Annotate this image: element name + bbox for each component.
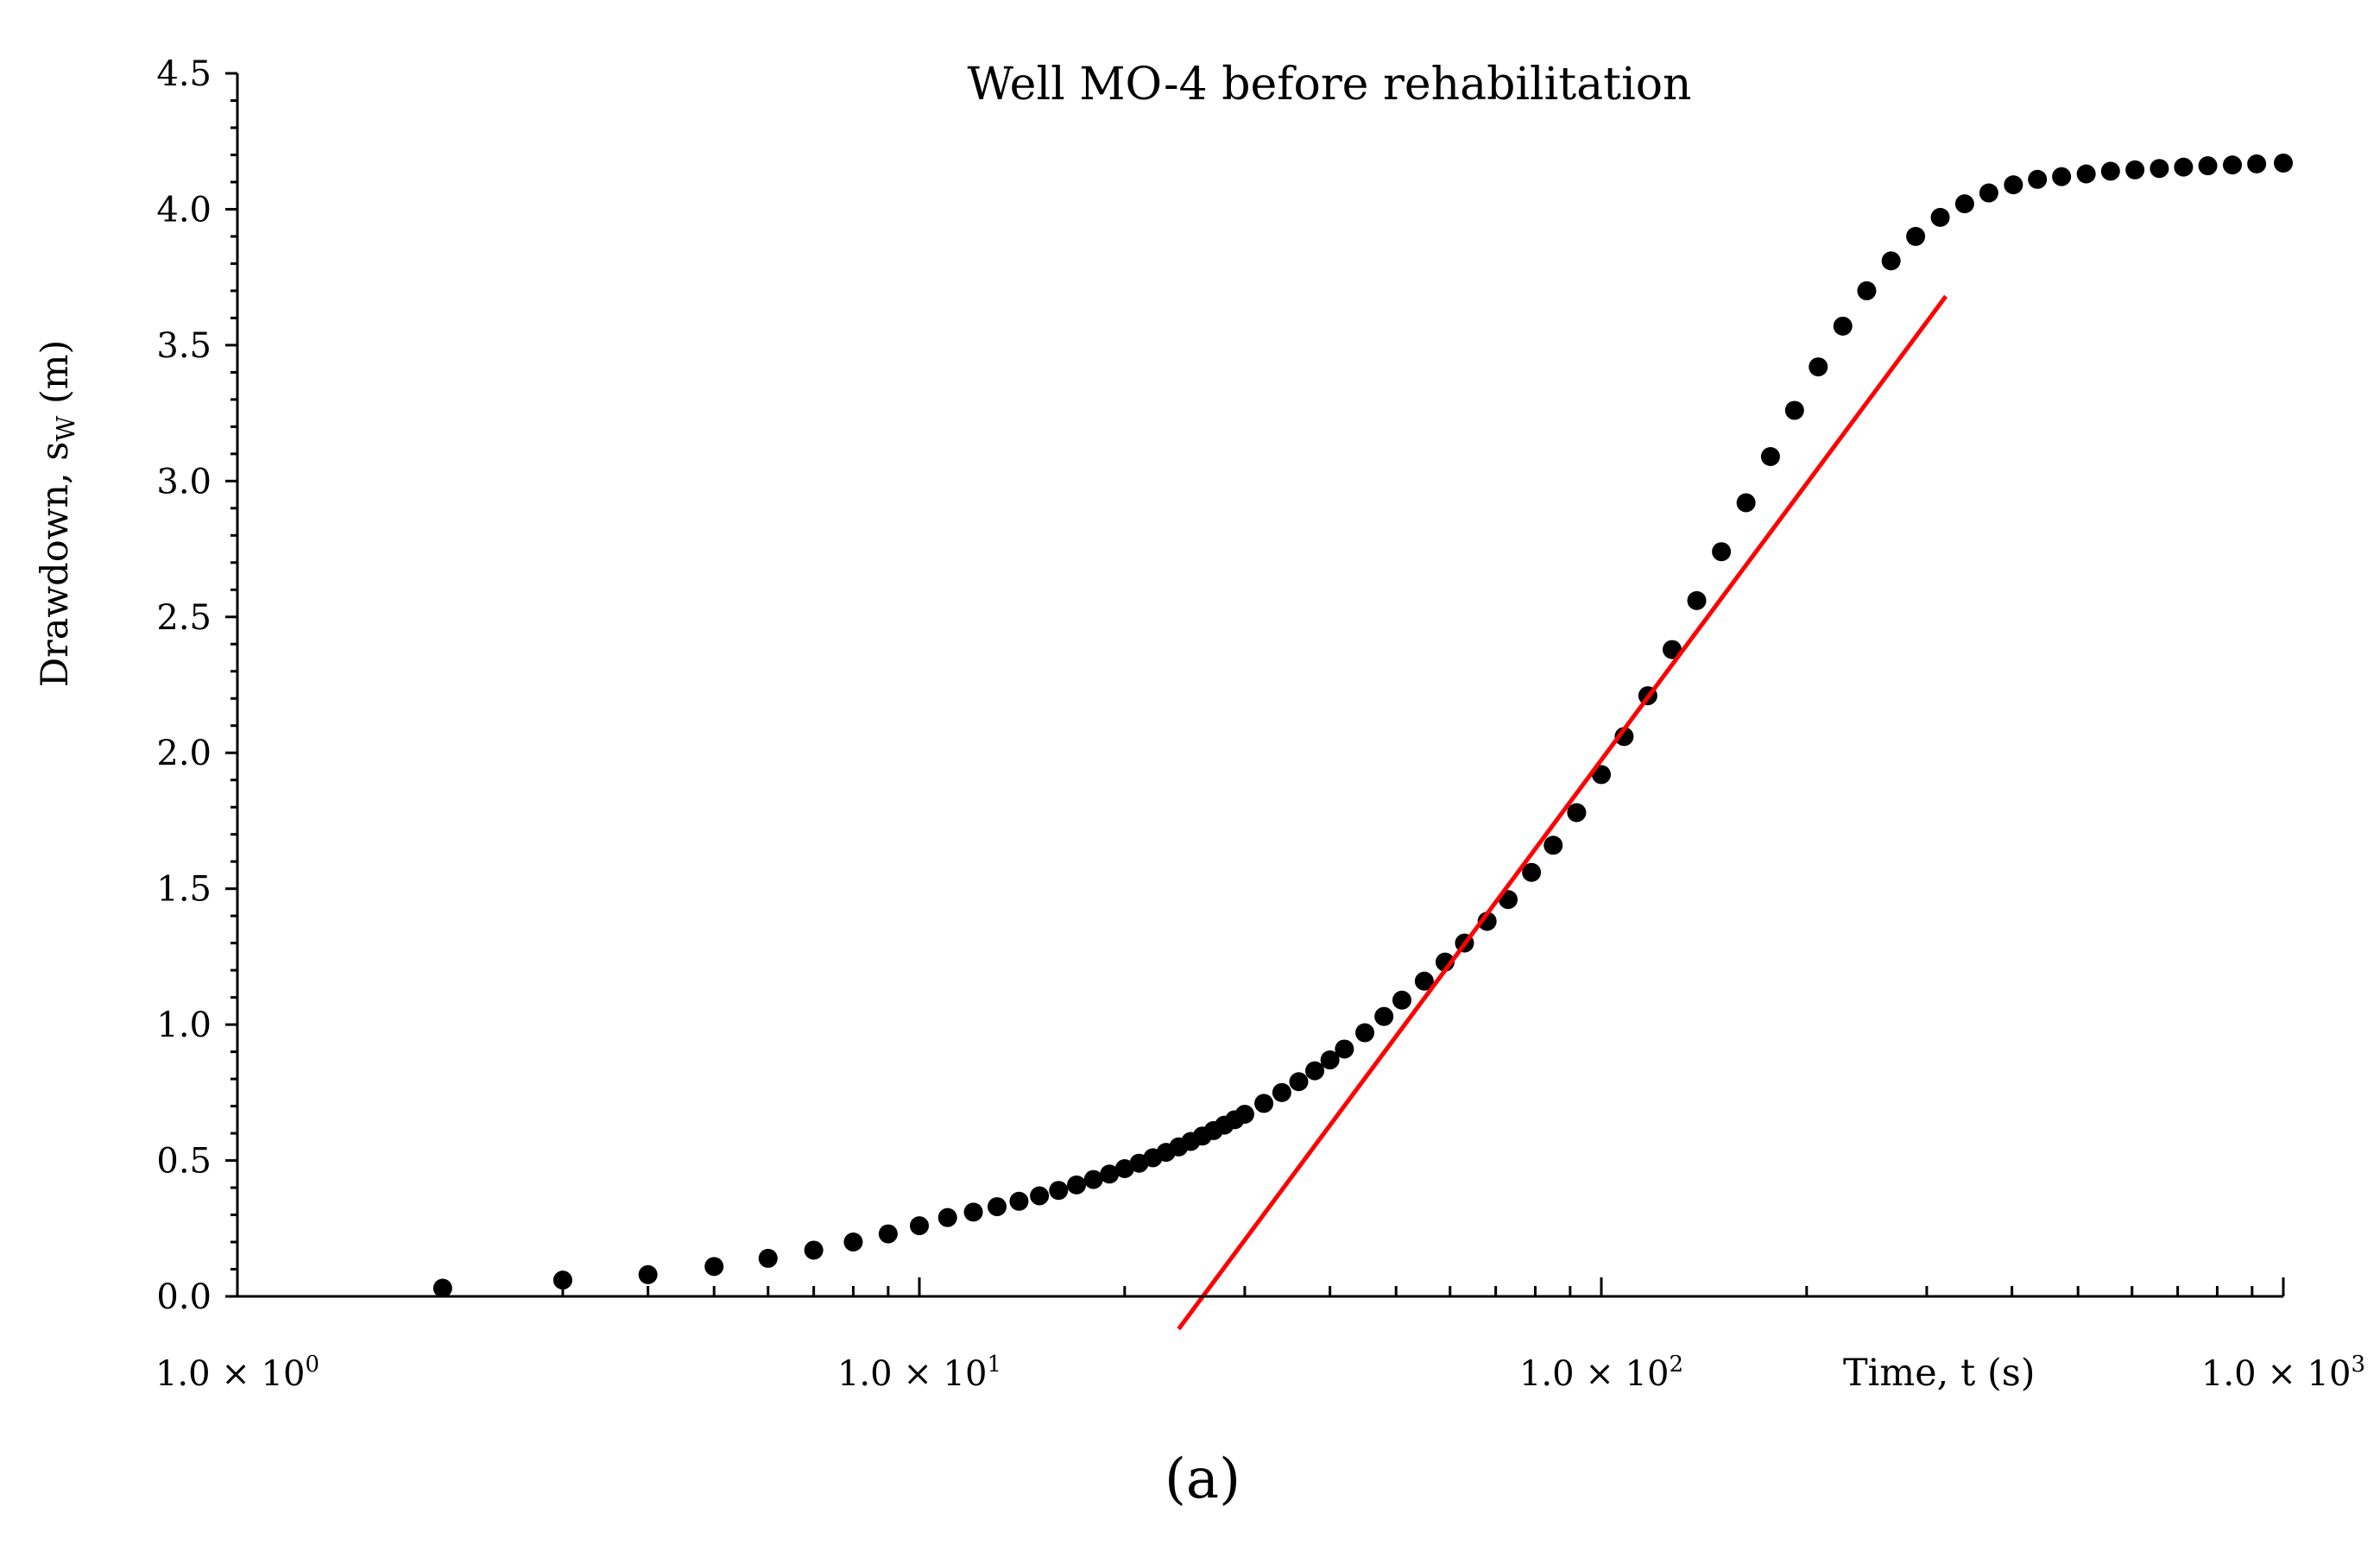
data-point	[1272, 1082, 1291, 1102]
data-point	[1305, 1061, 1325, 1081]
data-point	[1567, 803, 1587, 823]
data-point	[2100, 161, 2120, 181]
y-tick-label: 1.0	[156, 1006, 211, 1045]
y-axis-title: Drawdown, sW (m)	[34, 340, 80, 688]
y-tick-label: 3.0	[156, 462, 211, 501]
y-axis-ticks: 0.0 0.5 1.0 1.5 2.0 2.5 3.0 3.5 4.0 4.5	[156, 54, 237, 1317]
x-axis-ticks: 1.0 × 100 1.0 × 101 1.0 × 102 1.0 × 103	[155, 1277, 2365, 1394]
data-point	[638, 1264, 658, 1284]
data-point	[988, 1197, 1007, 1217]
data-point	[552, 1270, 572, 1290]
data-point	[1954, 194, 1974, 214]
data-point	[2004, 175, 2023, 195]
x-tick-label: 1.0 × 103	[2201, 1352, 2365, 1394]
data-point	[1881, 251, 1901, 271]
data-point	[1833, 316, 1853, 336]
data-point	[1979, 183, 1998, 203]
data-point	[1083, 1170, 1103, 1189]
y-tick-label: 0.5	[156, 1142, 211, 1182]
data-point	[1374, 1006, 1394, 1026]
chart-title: Well MO-4 before rehabilitation	[967, 59, 1691, 110]
x-tick-label-base: 1.0 × 10	[1519, 1354, 1669, 1394]
x-tick-label-exponent: 2	[1669, 1352, 1683, 1378]
data-point	[2125, 160, 2145, 180]
data-point	[1687, 590, 1707, 610]
data-point	[804, 1240, 824, 1260]
y-axis-title-subscript: W	[51, 416, 80, 442]
data-point	[963, 1202, 983, 1222]
x-tick-label: 1.0 × 100	[155, 1352, 319, 1394]
data-point	[1522, 862, 1542, 882]
data-point	[1067, 1175, 1087, 1195]
data-point	[1289, 1072, 1309, 1092]
y-tick-label: 0.0	[156, 1277, 211, 1317]
data-point	[758, 1248, 778, 1268]
x-tick-label: 1.0 × 102	[1519, 1352, 1683, 1394]
x-tick-label-base: 1.0 × 10	[2201, 1354, 2351, 1394]
data-point	[704, 1257, 724, 1277]
data-point	[1234, 1105, 1254, 1125]
data-point	[2174, 157, 2194, 177]
data-point	[1614, 727, 1634, 747]
plot-area	[432, 153, 2293, 1331]
data-point	[1414, 971, 1434, 991]
y-axis-title-main: Drawdown, s	[34, 442, 77, 688]
data-point	[1663, 640, 1682, 659]
data-point	[2150, 159, 2169, 179]
data-point	[2222, 155, 2242, 175]
data-point	[2028, 169, 2048, 189]
panel-label: (a)	[1165, 1447, 1241, 1511]
x-tick-label: 1.0 × 101	[837, 1352, 1001, 1394]
x-axis-title: Time, t (s)	[1843, 1352, 2036, 1395]
x-tick-label-exponent: 3	[2351, 1352, 2365, 1378]
y-tick-label: 2.0	[156, 734, 211, 773]
data-point	[1114, 1159, 1134, 1179]
data-point	[937, 1207, 957, 1227]
data-point	[910, 1216, 929, 1236]
data-point	[1355, 1023, 1375, 1043]
fit-line	[1177, 294, 1948, 1331]
data-point	[1335, 1039, 1354, 1059]
data-point	[878, 1224, 898, 1244]
data-point	[1392, 990, 1411, 1010]
y-tick-label: 1.5	[156, 870, 211, 910]
y-tick-label: 2.5	[156, 598, 211, 638]
data-point	[1784, 400, 1804, 420]
data-point	[1930, 207, 1950, 227]
x-tick-label-base: 1.0 × 10	[155, 1354, 305, 1394]
y-tick-label: 4.5	[156, 54, 211, 94]
x-tick-label-exponent: 0	[305, 1352, 319, 1378]
data-point	[1712, 542, 1732, 562]
data-point	[2198, 156, 2218, 176]
y-axis-title-unit: (m)	[34, 340, 77, 416]
data-point	[1736, 493, 1756, 513]
data-point	[2247, 154, 2267, 173]
x-tick-label-base: 1.0 × 10	[837, 1354, 987, 1394]
x-tick-label-exponent: 1	[987, 1352, 1001, 1378]
data-point	[1254, 1094, 1274, 1113]
data-point	[1049, 1181, 1069, 1201]
data-point	[1544, 835, 1563, 855]
data-point	[2274, 153, 2293, 173]
data-point	[1100, 1164, 1120, 1184]
data-point	[1320, 1050, 1340, 1070]
y-tick-label: 4.0	[156, 190, 211, 230]
data-point	[1009, 1191, 1029, 1211]
data-point	[843, 1233, 863, 1252]
data-point	[1857, 281, 1877, 300]
data-point	[1760, 446, 1780, 466]
data-point	[1809, 357, 1828, 377]
y-tick-label: 3.5	[156, 326, 211, 366]
data-point	[1906, 226, 1926, 246]
data-point	[1030, 1186, 1050, 1206]
data-point	[2076, 164, 2096, 184]
series-observed-drawdown	[432, 153, 2293, 1298]
data-point	[2052, 167, 2072, 186]
